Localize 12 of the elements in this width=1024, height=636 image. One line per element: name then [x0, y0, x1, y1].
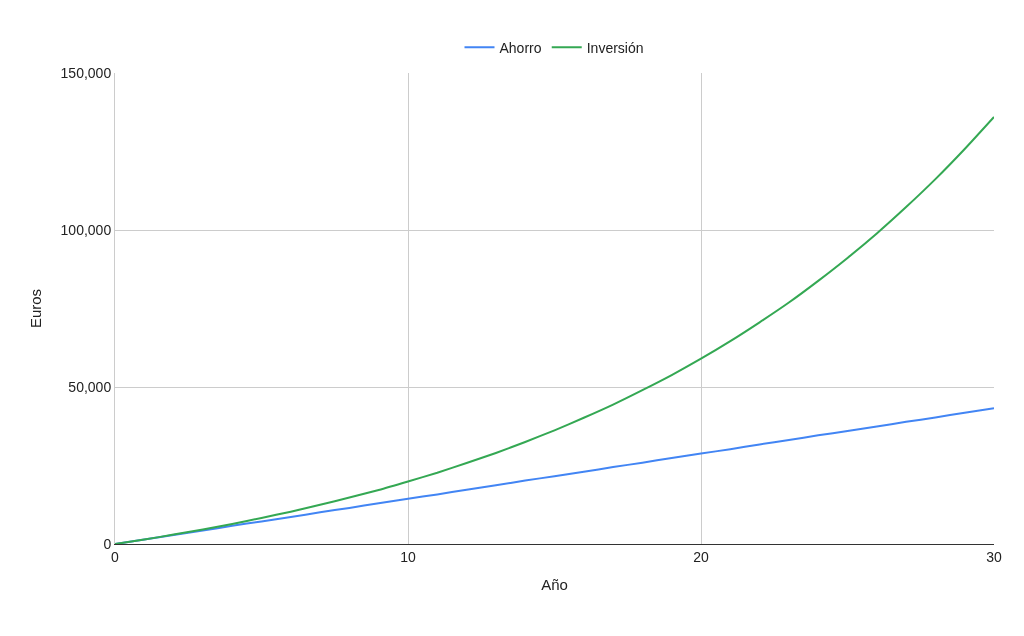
y-tick-label: 0	[103, 535, 112, 552]
legend-label: Inversión	[586, 39, 644, 56]
line-series	[115, 115, 994, 544]
legend-label: Ahorro	[499, 39, 542, 56]
x-tick-label: 20	[693, 548, 709, 565]
y-tick-label: 150,000	[60, 64, 112, 81]
x-axis-title: Año	[541, 575, 568, 593]
x-tick-label: 10	[400, 548, 416, 565]
y-axis-title: Euros	[26, 288, 44, 329]
y-tick-label: 50,000	[68, 378, 112, 395]
x-tick-label: 30	[986, 548, 1002, 565]
y-tick-label: 100,000	[60, 221, 112, 238]
